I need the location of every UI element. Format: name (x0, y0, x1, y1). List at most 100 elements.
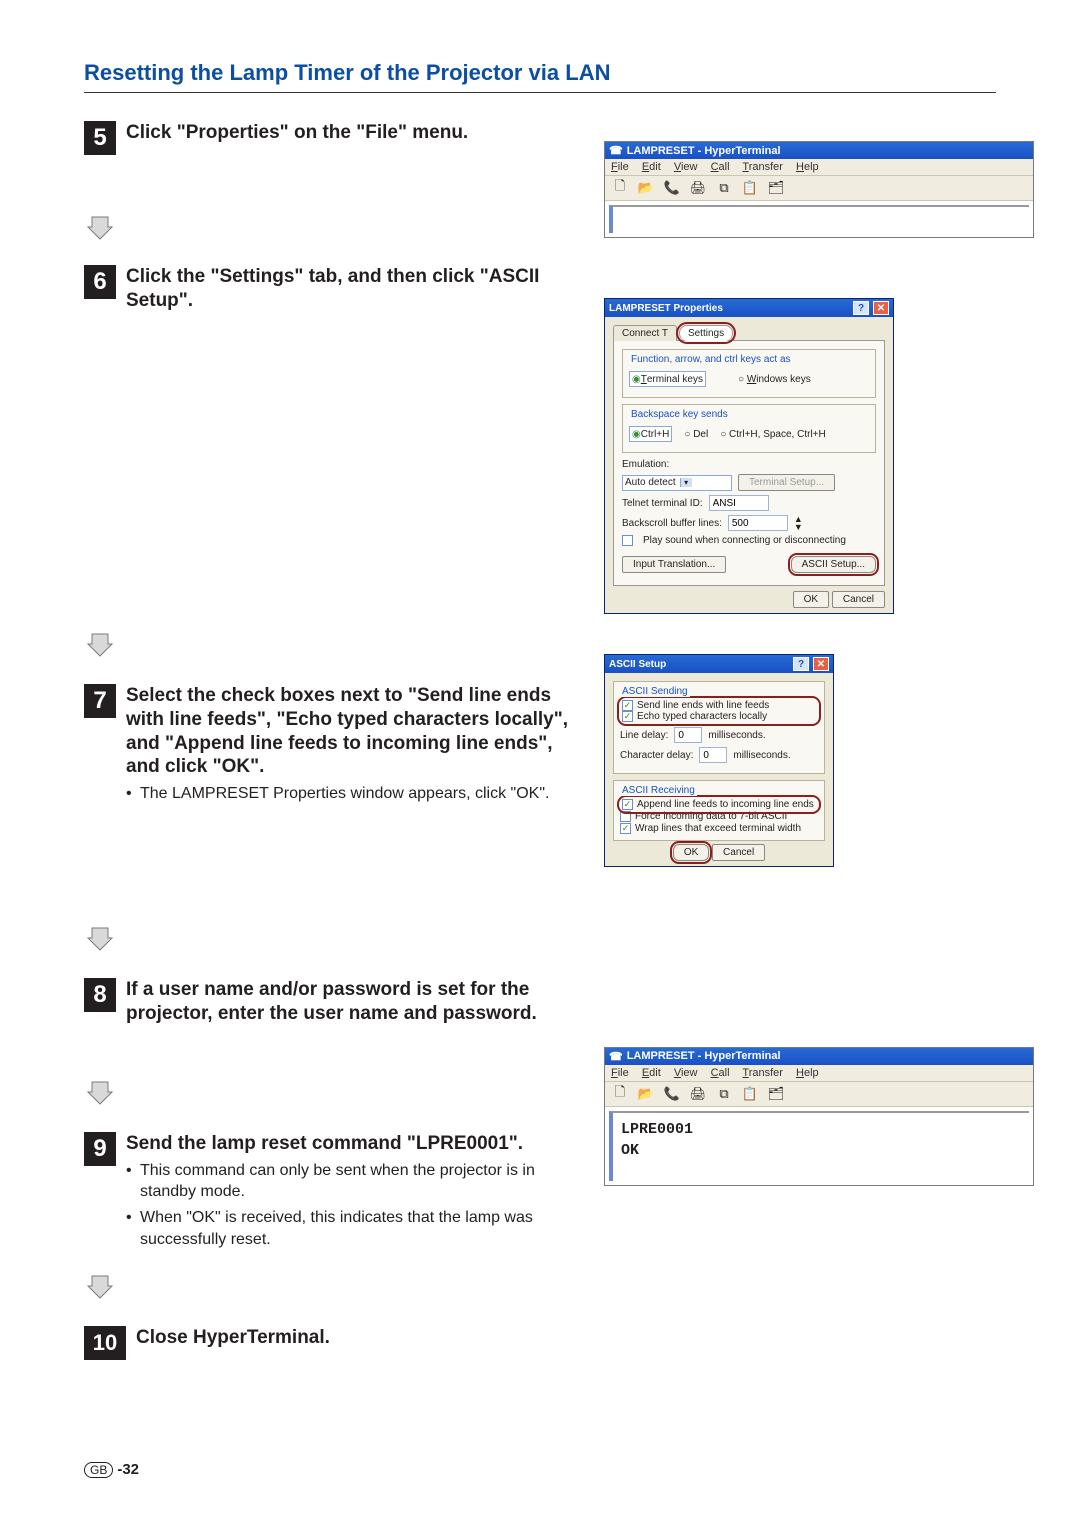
menu-view[interactable]: View (674, 161, 698, 173)
radio-ctrlh-space[interactable]: Ctrl+H, Space, Ctrl+H (720, 429, 826, 440)
step-note: •The LAMPRESET Properties window appears… (126, 783, 574, 805)
wrap-checkbox[interactable] (620, 823, 631, 834)
group-label: ASCII Sending (620, 686, 690, 697)
dialog-title: ASCII Setup (609, 659, 666, 670)
highlighted-checkboxes: Send line ends with line feeds Echo type… (620, 699, 818, 723)
telnet-id-label: Telnet terminal ID: (622, 498, 703, 509)
char-delay-label: Character delay: (620, 750, 693, 761)
force7-checkbox[interactable] (620, 811, 631, 822)
telnet-id-input[interactable] (709, 495, 769, 511)
send-line-checkbox[interactable] (622, 700, 633, 711)
input-translation-button[interactable]: Input Translation... (622, 556, 726, 573)
phone-icon: ☎ (609, 1050, 623, 1063)
window-menubar: File Edit View Call Transfer Help (605, 1065, 1033, 1081)
chevron-down-icon: ▾ (680, 478, 692, 487)
step-note-text: This command can only be sent when the p… (140, 1162, 535, 1201)
window-toolbar: 🗋 📂 📞 🖨 ⧉ 📋 🗂 (605, 175, 1033, 201)
line-delay-input[interactable] (674, 727, 702, 743)
tool-new-icon[interactable]: 🗋 (611, 179, 629, 197)
tool-disconnect-icon[interactable]: 🖨 (689, 1085, 707, 1103)
tab-connect-to[interactable]: Connect T (613, 325, 677, 341)
step-note-text: When "OK" is received, this indicates th… (140, 1209, 533, 1248)
cancel-button[interactable]: Cancel (832, 591, 885, 608)
tool-open-icon[interactable]: 📂 (637, 179, 655, 197)
close-icon[interactable]: ✕ (873, 301, 889, 315)
append-checkbox[interactable] (622, 799, 633, 810)
ascii-setup-dialog: ASCII Setup ? ✕ ASCII Sending Send line … (604, 654, 834, 867)
append-label: Append line feeds to incoming line ends (637, 799, 814, 810)
ascii-setup-button[interactable]: ASCII Setup... (791, 556, 876, 573)
tool-paste-icon[interactable]: 📋 (741, 1085, 759, 1103)
tool-send-icon[interactable]: ⧉ (715, 179, 733, 197)
radio-del[interactable]: Del (684, 429, 708, 440)
menu-call[interactable]: Call (711, 1067, 730, 1079)
radio-windows-keys[interactable]: Windows keys (738, 374, 811, 385)
step-note: •When "OK" is received, this indicates t… (126, 1207, 574, 1250)
tool-connect-icon[interactable]: 📞 (663, 1085, 681, 1103)
step-heading: Select the check boxes next to "Send lin… (126, 684, 574, 779)
step-note: •This command can only be sent when the … (126, 1160, 574, 1203)
help-icon[interactable]: ? (853, 301, 869, 315)
tool-disconnect-icon[interactable]: 🖨 (689, 179, 707, 197)
step-heading: Close HyperTerminal. (136, 1326, 574, 1350)
menu-help[interactable]: Help (796, 1067, 819, 1079)
stepper-icon[interactable]: ▲▼ (794, 515, 803, 531)
ms-label: milliseconds. (733, 750, 790, 761)
emulation-select[interactable]: Auto detect ▾ (622, 475, 732, 491)
window-titlebar: ☎ LAMPRESET - HyperTerminal (605, 1048, 1033, 1065)
group-label: ASCII Receiving (620, 785, 697, 796)
tool-props-icon[interactable]: 🗂 (767, 1085, 785, 1103)
dialog-title: LAMPRESET Properties (609, 303, 723, 314)
help-icon[interactable]: ? (793, 657, 809, 671)
tool-open-icon[interactable]: 📂 (637, 1085, 655, 1103)
menu-transfer[interactable]: Transfer (742, 1067, 783, 1079)
page-footer: GB -32 (84, 1461, 139, 1478)
menu-call[interactable]: Call (711, 161, 730, 173)
backspace-group: Backspace key sends Ctrl+H Del Ctrl+H, S… (622, 404, 876, 453)
tab-settings[interactable]: Settings (679, 325, 733, 341)
tool-props-icon[interactable]: 🗂 (767, 179, 785, 197)
ms-label: milliseconds. (708, 730, 765, 741)
wrap-label: Wrap lines that exceed terminal width (635, 823, 801, 834)
radio-terminal-keys[interactable]: Terminal keys (629, 371, 706, 387)
ascii-receiving-group: ASCII Receiving Append line feeds to inc… (613, 780, 825, 840)
arrow-down-icon (86, 924, 114, 952)
window-toolbar: 🗋 📂 📞 🖨 ⧉ 📋 🗂 (605, 1081, 1033, 1107)
ok-button[interactable]: OK (673, 844, 709, 861)
backscroll-label: Backscroll buffer lines: (622, 518, 722, 529)
close-icon[interactable]: ✕ (813, 657, 829, 671)
menu-edit[interactable]: Edit (642, 161, 661, 173)
phone-icon: ☎ (609, 144, 623, 157)
menu-file[interactable]: File (611, 161, 629, 173)
menu-help[interactable]: Help (796, 161, 819, 173)
step-heading: Send the lamp reset command "LPRE0001". (126, 1132, 574, 1156)
tabs: Connect T Settings (613, 325, 885, 341)
radio-ctrlh[interactable]: Ctrl+H (629, 426, 672, 442)
terminal-setup-button: Terminal Setup... (738, 474, 835, 491)
step-number: 6 (84, 265, 116, 299)
section-title: Resetting the Lamp Timer of the Projecto… (84, 60, 996, 86)
emulation-value: Auto detect (625, 477, 676, 488)
tool-connect-icon[interactable]: 📞 (663, 179, 681, 197)
char-delay-input[interactable] (699, 747, 727, 763)
highlighted-checkbox: Append line feeds to incoming line ends (620, 798, 818, 811)
ok-button[interactable]: OK (793, 591, 829, 608)
tool-send-icon[interactable]: ⧉ (715, 1085, 733, 1103)
tool-paste-icon[interactable]: 📋 (741, 179, 759, 197)
step-number: 8 (84, 978, 116, 1012)
echo-label: Echo typed characters locally (637, 711, 767, 722)
backscroll-input[interactable] (728, 515, 788, 531)
playsound-checkbox[interactable] (622, 535, 633, 546)
tool-new-icon[interactable]: 🗋 (611, 1085, 629, 1103)
step-heading: If a user name and/or password is set fo… (126, 978, 574, 1026)
hyperterminal-window: ☎ LAMPRESET - HyperTerminal File Edit Vi… (604, 141, 1034, 238)
playsound-label: Play sound when connecting or disconnect… (643, 535, 846, 546)
menu-file[interactable]: File (611, 1067, 629, 1079)
cancel-button[interactable]: Cancel (712, 844, 765, 861)
menu-transfer[interactable]: Transfer (742, 161, 783, 173)
echo-checkbox[interactable] (622, 711, 633, 722)
dialog-titlebar: LAMPRESET Properties ? ✕ (605, 299, 893, 317)
menu-view[interactable]: View (674, 1067, 698, 1079)
arrow-down-icon (86, 1272, 114, 1300)
menu-edit[interactable]: Edit (642, 1067, 661, 1079)
